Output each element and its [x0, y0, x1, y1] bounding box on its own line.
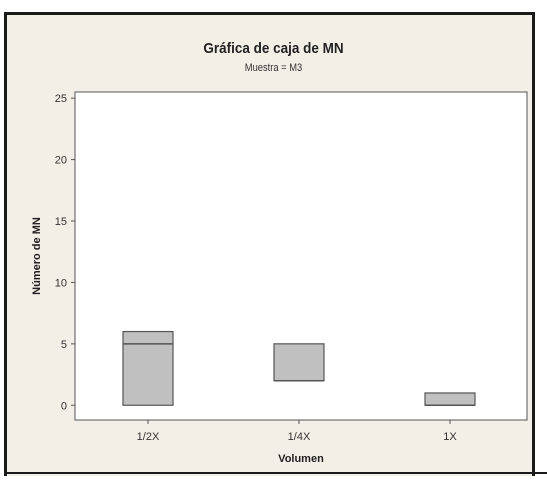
- chart-title: Gráfica de caja de MN: [203, 40, 344, 57]
- frame-bottom-border: [4, 472, 547, 474]
- boxes-group: [122, 330, 476, 407]
- y-axis-title: Número de MN: [31, 217, 43, 295]
- y-tick-label: 15: [55, 216, 67, 228]
- y-tick-label: 5: [61, 339, 67, 351]
- chart-subtitle: Muestra = M3: [244, 62, 303, 74]
- x-tick-label: 1/2X: [137, 431, 160, 443]
- y-tick-label: 10: [55, 277, 67, 289]
- x-axis-title: Volumen: [278, 453, 324, 465]
- y-tick-label: 0: [61, 400, 67, 412]
- box-1X: [424, 392, 476, 406]
- x-tick-label: 1X: [443, 431, 457, 443]
- y-axis: 0 5 10 15 20 25: [55, 93, 75, 412]
- x-axis: 1/2X 1/4X 1X: [137, 420, 457, 443]
- y-tick-label: 25: [55, 93, 67, 105]
- box-1/2X: [122, 330, 174, 406]
- y-tick-label: 20: [55, 155, 67, 167]
- x-tick-label: 1/4X: [288, 431, 311, 443]
- box-1/4X: [273, 343, 325, 382]
